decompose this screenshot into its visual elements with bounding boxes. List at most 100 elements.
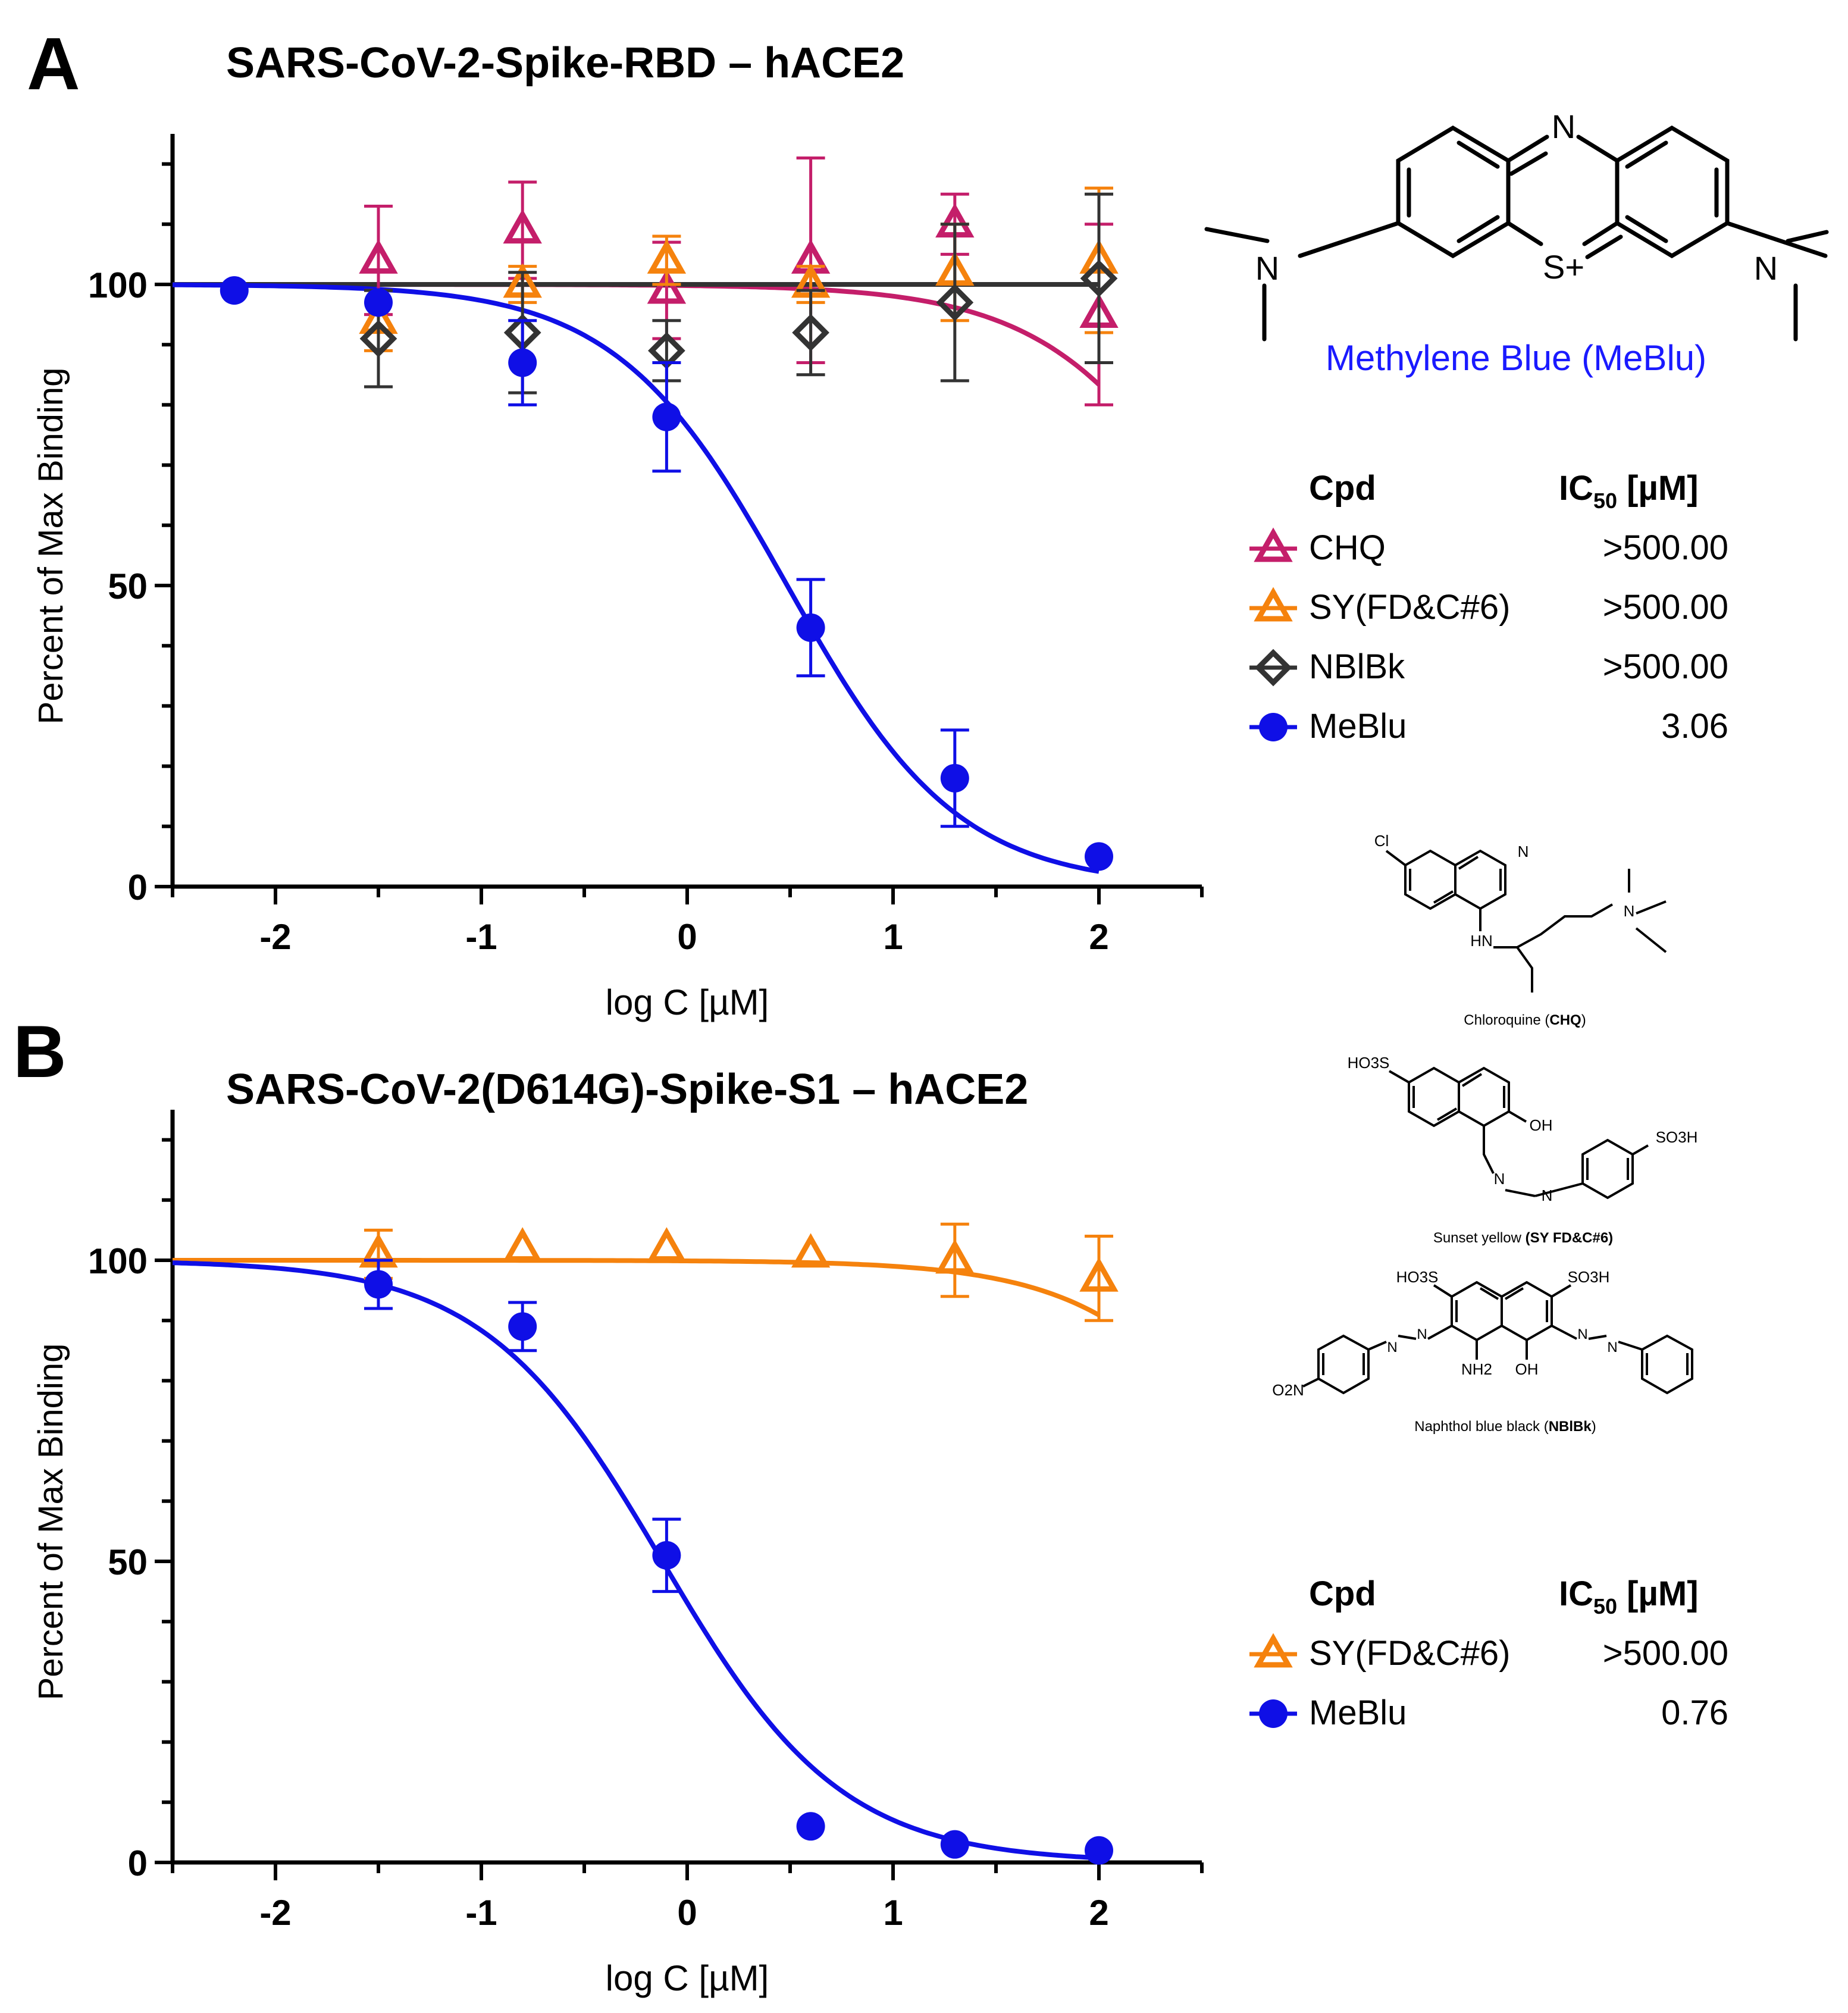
panel-b-errbar-sy-fd-c-6- xyxy=(940,1222,969,1298)
ic50-main: IC xyxy=(1559,469,1593,508)
panel-a-y-label: Percent of Max Binding xyxy=(32,368,70,725)
panel-b-y-tick-label: 0 xyxy=(128,1843,148,1883)
panel-a-x-tick-label: 2 xyxy=(1089,917,1108,957)
sy-caption-prefix: Sunset yellow xyxy=(1433,1230,1526,1246)
nbb-nh2: NH2 xyxy=(1461,1360,1492,1378)
panel-b-x-tick-label: 0 xyxy=(677,1893,697,1933)
chq-n-amine: N xyxy=(1624,902,1635,920)
panel-a-x-tick-label: -1 xyxy=(465,917,497,957)
panel-a-legend: Cpd IC50 [µM] CHQ >500.00 SY(FD&C#6) >500.00 N… xyxy=(1249,469,1728,746)
methylene-blue-structure xyxy=(1204,125,1829,342)
nbb-n2: N xyxy=(1387,1339,1397,1355)
ic50-sub: 50 xyxy=(1593,489,1617,513)
panel-b-point-meblu xyxy=(652,1541,681,1570)
nbb-o2n: O2N xyxy=(1272,1381,1304,1399)
legend-value: >500.00 xyxy=(1603,1634,1728,1673)
sy-caption-abbrev: (SY FD&C#6) xyxy=(1526,1230,1614,1246)
svg-text:Chloroquine (CHQ): Chloroquine (CHQ) xyxy=(1464,1012,1586,1028)
panel-a-point-sy-fd-c-6- xyxy=(647,239,687,274)
panel-b-point-meblu xyxy=(508,1312,537,1341)
panel-a-errbar-nblbk xyxy=(1085,192,1113,365)
panel-b-x-label: log C [µM] xyxy=(606,1958,769,1998)
panel-b-x-tick-label: 2 xyxy=(1089,1893,1108,1933)
legend-header-cpd: Cpd xyxy=(1309,1574,1376,1613)
panel-b-errbar-sy-fd-c-6- xyxy=(1085,1235,1113,1322)
panel-a-point-chq xyxy=(647,269,687,304)
panel-a-point-chq xyxy=(359,239,398,274)
panel-a-point-meblu xyxy=(364,288,393,317)
legend-marker-chq xyxy=(1254,527,1293,562)
panel-a-point-chq xyxy=(503,209,542,244)
panel-a-point-nblbk xyxy=(1080,259,1118,298)
meblu-caption: Methylene Blue (MeBlu) xyxy=(1326,338,1706,378)
chq-hn: HN xyxy=(1470,932,1493,950)
sy-n2: N xyxy=(1542,1186,1553,1204)
panel-b-y-tick-label: 50 xyxy=(108,1542,148,1582)
chq-cl: Cl xyxy=(1374,832,1389,850)
panel-b-x-tick-label: -1 xyxy=(465,1893,497,1933)
panel-b-point-meblu xyxy=(1085,1836,1113,1865)
panel-b-fit-meblu xyxy=(172,1260,1100,1861)
legend-header-ic50: IC50 [µM] xyxy=(1559,1574,1699,1618)
panel-a-point-meblu xyxy=(940,763,969,793)
legend-marker-meblu xyxy=(1259,1699,1288,1728)
chq-caption-prefix: Chloroquine ( xyxy=(1464,1012,1549,1028)
panel-a-y-tick-label: 100 xyxy=(88,265,148,305)
panel-b-legend: Cpd IC50 [µM] SY(FD&C#6) >500.00 MeBlu 0.76 xyxy=(1249,1574,1728,1732)
panel-b-x-tick-label: 1 xyxy=(883,1893,903,1933)
nbb-caption-prefix: Naphthol blue black ( xyxy=(1414,1419,1548,1435)
panel-a-point-nblbk xyxy=(792,314,829,352)
nbb-n3: N xyxy=(1577,1326,1587,1342)
panel-b-point-meblu xyxy=(796,1812,825,1841)
panel-a-point-meblu xyxy=(652,402,681,431)
legend-marker-sy-fd-c-6- xyxy=(1254,1633,1293,1668)
panel-b-title: SARS-CoV-2(D614G)-Spike-S1 – hACE2 xyxy=(226,1066,1028,1113)
legend-marker-nblbk xyxy=(1254,649,1292,687)
nbb-so3h-left: HO3S xyxy=(1396,1268,1439,1286)
chq-caption-suffix: ) xyxy=(1581,1012,1586,1028)
panel-b-point-sy-fd-c-6- xyxy=(935,1239,975,1274)
meblu-n-top: N xyxy=(1552,108,1576,145)
panel-a-y-tick-label: 50 xyxy=(108,566,148,606)
panel-b-point-sy-fd-c-6- xyxy=(503,1227,542,1262)
ic50-main: IC xyxy=(1559,1574,1593,1613)
chq-n-ring: N xyxy=(1518,843,1529,860)
ic50-sub: 50 xyxy=(1593,1594,1617,1618)
legend-name: SY(FD&C#6) xyxy=(1309,588,1510,627)
svg-text:Sunset yellow (SY FD&C#6): Sunset yellow (SY FD&C#6) xyxy=(1433,1230,1613,1246)
legend-marker-meblu xyxy=(1259,713,1288,741)
meblu-n-left: N xyxy=(1255,249,1279,287)
meblu-s-plus: S+ xyxy=(1543,248,1584,286)
svg-text:Naphthol blue black (NBlBk): Naphthol blue black (NBlBk) xyxy=(1414,1419,1596,1435)
legend-name: CHQ xyxy=(1309,528,1386,567)
panel-b-point-sy-fd-c-6- xyxy=(647,1227,687,1262)
nbb-so3h-right: SO3H xyxy=(1568,1268,1610,1286)
ic50-unit: [µM] xyxy=(1617,469,1698,508)
panel-a-point-meblu xyxy=(508,348,537,377)
panel-a-point-meblu xyxy=(796,613,825,642)
sy-so3h-right: SO3H xyxy=(1656,1128,1698,1146)
chloroquine-structure xyxy=(1385,849,1667,993)
panel-b-point-sy-fd-c-6- xyxy=(1079,1257,1119,1292)
nbb-caption-suffix: ) xyxy=(1592,1419,1596,1435)
panel-b-plot: 0 50 100 -2 -1 0 1 2 log C [µM] Percent of Max Bi… xyxy=(32,1110,1204,1998)
sy-oh: OH xyxy=(1530,1116,1553,1134)
panel-a-errbar-nblbk xyxy=(796,289,825,377)
legend-header-ic50: IC50 [µM] xyxy=(1559,469,1699,513)
panel-b-y-tick-label: 100 xyxy=(88,1241,148,1281)
panel-a-y-tick-label: 0 xyxy=(128,868,148,907)
panel-b-point-meblu xyxy=(940,1830,969,1859)
panel-a-point-nblbk xyxy=(359,320,397,358)
nbb-n1: N xyxy=(1417,1326,1427,1342)
legend-value: >500.00 xyxy=(1603,528,1728,567)
panel-b-y-label: Percent of Max Binding xyxy=(32,1344,70,1701)
sunset-yellow-structure xyxy=(1389,1066,1649,1200)
panel-b-point-meblu xyxy=(364,1270,393,1299)
ic50-unit: [µM] xyxy=(1617,1574,1698,1613)
panel-b-point-sy-fd-c-6- xyxy=(791,1233,831,1268)
naphthol-blue-black-structure xyxy=(1302,1281,1693,1395)
legend-name: MeBlu xyxy=(1309,707,1407,746)
panel-a-x-tick-label: 1 xyxy=(883,917,903,957)
chq-caption-abbrev: CHQ xyxy=(1549,1012,1581,1028)
panel-a-errbar-nblbk xyxy=(940,223,969,383)
